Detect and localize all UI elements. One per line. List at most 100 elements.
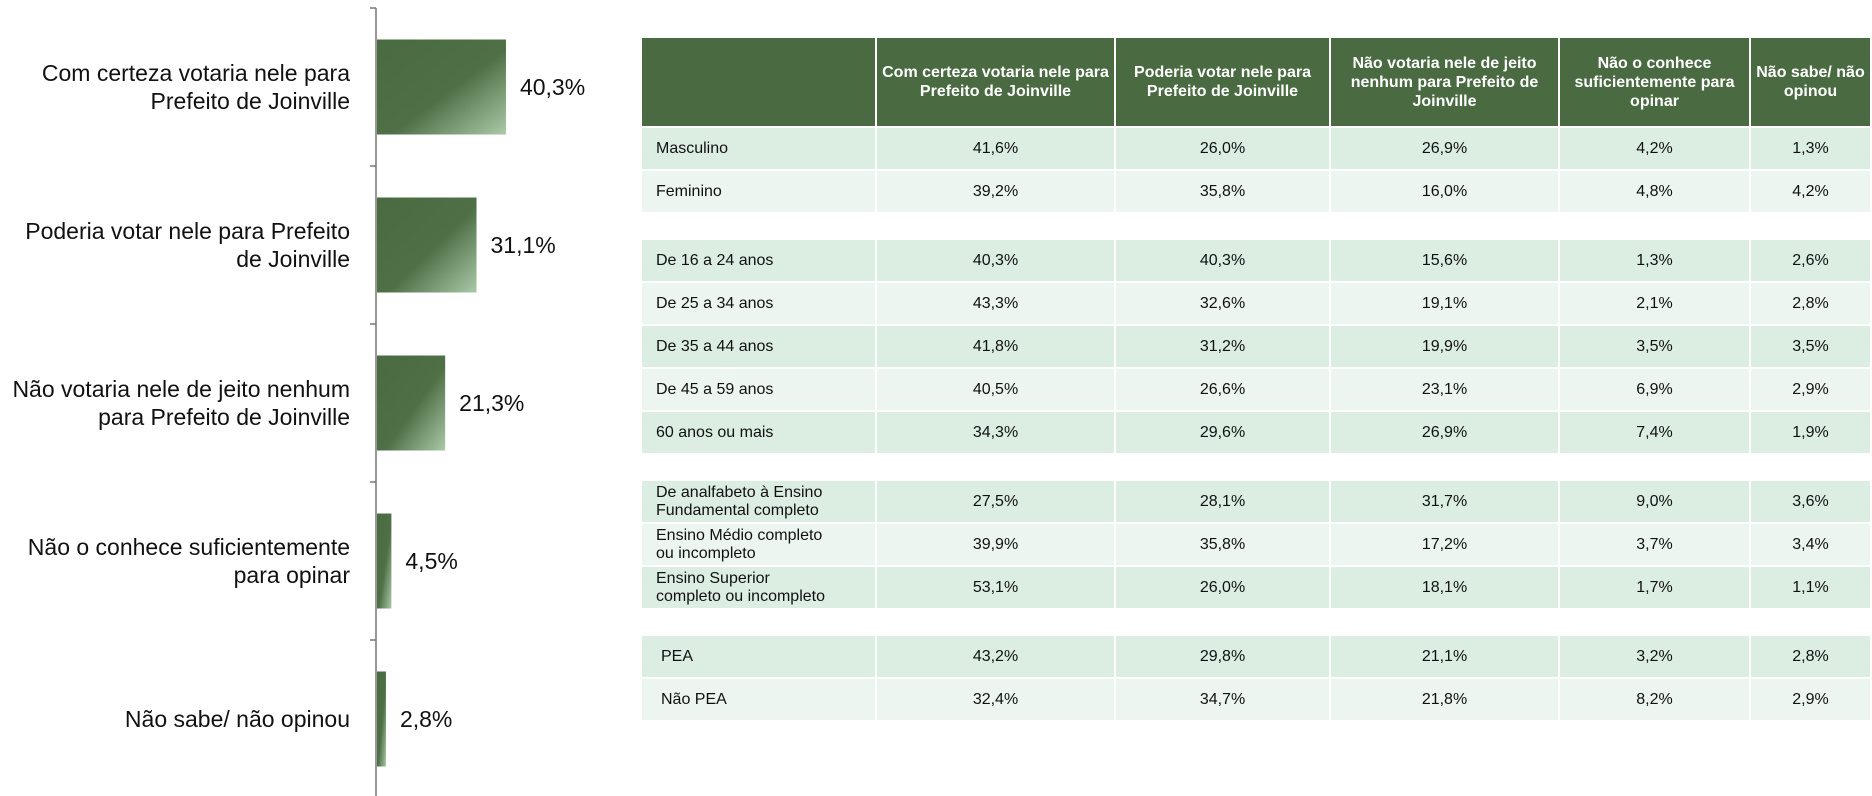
value-label: 2,8%	[399, 706, 453, 732]
table-row: 60 anos ou mais 34,3% 29,6% 26,9% 7,4% 1,9%	[642, 412, 1870, 453]
table-row: Não PEA 32,4% 34,7% 21,8% 8,2% 2,9%	[642, 679, 1870, 720]
header-cell: Poderia votar nele para Prefeito de Join…	[1116, 38, 1329, 126]
cell: 8,2%	[1560, 679, 1749, 720]
bar	[377, 513, 392, 609]
cell: 29,8%	[1116, 636, 1329, 677]
table-row: Ensino Superior completo ou incompleto 53…	[642, 567, 1870, 608]
bar	[377, 39, 506, 135]
table-row: De 16 a 24 anos 40,3% 40,3% 15,6% 1,3% 2,6%	[642, 240, 1870, 281]
row-label: 60 anos ou mais	[642, 412, 875, 453]
cell: 3,7%	[1560, 524, 1749, 565]
header-cell: Não sabe/ não opinou	[1751, 38, 1870, 126]
header-cell	[642, 38, 875, 126]
cell: 23,1%	[1331, 369, 1558, 410]
cell: 32,4%	[877, 679, 1114, 720]
category-label: Não o conhece suficientemente para opina…	[27, 534, 350, 588]
row-label: Ensino Médio completo ou incompleto	[642, 524, 875, 565]
cell: 41,8%	[877, 326, 1114, 367]
cell: 34,3%	[877, 412, 1114, 453]
row-label: De analfabeto à Ensino Fundamental compl…	[642, 481, 875, 522]
cell: 17,2%	[1331, 524, 1558, 565]
cell: 31,2%	[1116, 326, 1329, 367]
cell: 35,8%	[1116, 171, 1329, 212]
spacer-row	[642, 214, 1870, 238]
spacer-row	[642, 610, 1870, 634]
cell: 3,5%	[1560, 326, 1749, 367]
value-label: 40,3%	[519, 74, 586, 100]
row-label: Feminino	[642, 171, 875, 212]
cell: 1,1%	[1751, 567, 1870, 608]
cell: 40,3%	[877, 240, 1114, 281]
spacer-cell	[642, 214, 1870, 238]
cell: 9,0%	[1560, 481, 1749, 522]
cell: 27,5%	[877, 481, 1114, 522]
cell: 39,2%	[877, 171, 1114, 212]
row-label: De 45 a 59 anos	[642, 369, 875, 410]
cell: 6,9%	[1560, 369, 1749, 410]
row-label: De 35 a 44 anos	[642, 326, 875, 367]
cell: 26,6%	[1116, 369, 1329, 410]
spacer-cell	[642, 610, 1870, 634]
header-cell: Com certeza votaria nele para Prefeito d…	[877, 38, 1114, 126]
table-row: PEA 43,2% 29,8% 21,1% 3,2% 2,8%	[642, 636, 1870, 677]
table-row: De 35 a 44 anos 41,8% 31,2% 19,9% 3,5% 3,5%	[642, 326, 1870, 367]
cell: 2,9%	[1751, 369, 1870, 410]
cell: 40,3%	[1116, 240, 1329, 281]
bar	[377, 355, 446, 451]
table-row: Ensino Médio completo ou incompleto 39,9%…	[642, 524, 1870, 565]
cell: 2,8%	[1751, 636, 1870, 677]
cell: 4,8%	[1560, 171, 1749, 212]
bar	[377, 197, 477, 293]
cell: 7,4%	[1560, 412, 1749, 453]
cell: 15,6%	[1331, 240, 1558, 281]
cell: 3,2%	[1560, 636, 1749, 677]
header-cell: Não votaria nele de jeito nenhum para Pr…	[1331, 38, 1558, 126]
category-label: Não votaria nele de jeito nenhum para Pr…	[12, 376, 350, 430]
cell: 34,7%	[1116, 679, 1329, 720]
cell: 18,1%	[1331, 567, 1558, 608]
table-row: Masculino 41,6% 26,0% 26,9% 4,2% 1,3%	[642, 128, 1870, 169]
cell: 40,5%	[877, 369, 1114, 410]
cell: 43,2%	[877, 636, 1114, 677]
header-cell: Não o conhece suficientemente para opina…	[1560, 38, 1749, 126]
cell: 29,6%	[1116, 412, 1329, 453]
cell: 2,6%	[1751, 240, 1870, 281]
cell: 41,6%	[877, 128, 1114, 169]
cell: 1,7%	[1560, 567, 1749, 608]
cell: 4,2%	[1751, 171, 1870, 212]
cell: 35,8%	[1116, 524, 1329, 565]
bar	[377, 671, 386, 767]
table-row: Feminino 39,2% 35,8% 16,0% 4,8% 4,2%	[642, 171, 1870, 212]
cell: 2,9%	[1751, 679, 1870, 720]
cell: 26,0%	[1116, 128, 1329, 169]
cell: 31,7%	[1331, 481, 1558, 522]
cell: 1,3%	[1751, 128, 1870, 169]
row-label: Não PEA	[642, 679, 875, 720]
value-label: 21,3%	[459, 390, 525, 416]
cell: 2,1%	[1560, 283, 1749, 324]
chart	[370, 7, 506, 796]
table-row: De 45 a 59 anos 40,5% 26,6% 23,1% 6,9% 2,9%	[642, 369, 1870, 410]
cell: 28,1%	[1116, 481, 1329, 522]
category-label: Não sabe/ não opinou	[124, 706, 350, 732]
cell: 3,6%	[1751, 481, 1870, 522]
header-row: Com certeza votaria nele para Prefeito d…	[642, 38, 1870, 126]
cell: 26,0%	[1116, 567, 1329, 608]
row-label: Ensino Superior completo ou incompleto	[642, 567, 875, 608]
cell: 1,3%	[1560, 240, 1749, 281]
cell: 43,3%	[877, 283, 1114, 324]
row-label: Masculino	[642, 128, 875, 169]
row-label: De 16 a 24 anos	[642, 240, 875, 281]
cell: 21,1%	[1331, 636, 1558, 677]
cell: 39,9%	[877, 524, 1114, 565]
cell: 4,2%	[1560, 128, 1749, 169]
value-label: 4,5%	[405, 548, 458, 574]
row-label: PEA	[642, 636, 875, 677]
cell: 26,9%	[1331, 412, 1558, 453]
cell: 16,0%	[1331, 171, 1558, 212]
row-label: De 25 a 34 anos	[642, 283, 875, 324]
cell: 21,8%	[1331, 679, 1558, 720]
cell: 2,8%	[1751, 283, 1870, 324]
cell: 3,4%	[1751, 524, 1870, 565]
